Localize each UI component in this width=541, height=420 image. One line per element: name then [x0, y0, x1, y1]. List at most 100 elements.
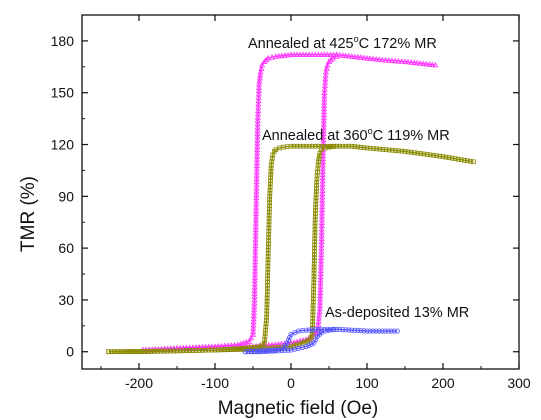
data-point-square	[434, 153, 439, 159]
data-point-square	[312, 217, 318, 223]
data-point-square	[190, 348, 196, 353]
data-point-circle	[367, 328, 373, 334]
data-point-triangle	[373, 55, 380, 62]
data-point-triangle	[253, 184, 260, 191]
data-point-square	[184, 348, 189, 353]
data-point-square	[265, 260, 271, 266]
data-point-triangle	[312, 51, 319, 58]
axes: -200 -100 0 100 200 300 0 30 60 90 120 150 180	[51, 14, 531, 391]
data-point-square	[312, 248, 317, 254]
data-point-square	[206, 347, 211, 353]
data-point-square	[297, 143, 303, 149]
data-point-triangle	[297, 51, 304, 58]
series-label-text: As-deposited 13% MR	[325, 305, 469, 321]
data-point-triangle	[253, 168, 260, 175]
data-point-square	[234, 347, 240, 352]
data-point-triangle	[278, 340, 285, 347]
data-point-square	[337, 143, 342, 149]
data-point-triangle	[254, 146, 261, 152]
data-point-triangle	[255, 84, 263, 90]
data-point-square	[311, 283, 317, 289]
data-point-square	[418, 151, 424, 156]
data-point-square	[446, 155, 452, 160]
data-point-square	[405, 149, 411, 155]
data-point-square	[264, 292, 270, 298]
data-point-square	[158, 348, 164, 354]
x-tick-label: 100	[355, 375, 379, 391]
data-point-triangle	[432, 61, 439, 68]
data-point-square	[316, 159, 321, 165]
data-point-square	[268, 166, 274, 171]
data-point-triangle	[248, 334, 255, 341]
data-point-triangle	[327, 51, 334, 58]
data-point-square	[203, 347, 208, 353]
data-point-circle	[337, 326, 343, 333]
data-point-triangle	[250, 328, 257, 334]
data-point-square	[309, 143, 315, 149]
data-point-circle	[285, 337, 292, 343]
data-point-square	[266, 244, 271, 250]
data-point-triangle	[316, 305, 323, 311]
data-point-triangle	[251, 293, 258, 300]
data-point-circle	[379, 328, 385, 334]
data-point-triangle	[318, 225, 325, 232]
data-point-triangle	[342, 52, 349, 59]
data-point-triangle	[254, 140, 261, 146]
data-point-triangle	[316, 302, 324, 308]
data-point-triangle	[253, 162, 260, 168]
data-point-square	[380, 147, 386, 152]
data-point-triangle	[254, 114, 261, 120]
x-tick-label: -100	[201, 375, 229, 391]
data-point-square	[443, 154, 449, 160]
data-point-square	[310, 309, 316, 315]
data-point-square	[225, 347, 230, 353]
data-point-triangle	[252, 251, 259, 258]
data-point-triangle	[252, 248, 259, 255]
data-point-triangle	[256, 74, 263, 81]
data-point-square	[171, 348, 177, 354]
data-point-square	[311, 296, 316, 302]
data-point-square	[386, 147, 392, 153]
data-point-square	[266, 225, 272, 231]
data-point-square	[282, 344, 287, 350]
data-point-triangle	[265, 341, 272, 348]
data-point-square	[314, 186, 319, 191]
data-point-triangle	[265, 54, 272, 61]
data-point-square	[316, 156, 322, 162]
data-point-square	[266, 235, 271, 240]
data-point-square	[437, 153, 443, 159]
data-point-triangle	[251, 271, 259, 277]
data-point-circle	[273, 348, 279, 354]
data-point-square	[312, 226, 318, 232]
data-point-square	[228, 347, 234, 352]
data-point-square	[317, 153, 322, 159]
data-point-circle	[385, 328, 391, 334]
data-point-square	[174, 348, 180, 354]
data-point-square	[313, 204, 318, 210]
data-point-square	[231, 347, 237, 352]
data-point-triangle	[251, 274, 258, 280]
data-point-triangle	[177, 344, 184, 351]
data-point-square	[396, 148, 401, 154]
y-tick-label: 60	[58, 240, 74, 256]
data-point-triangle	[366, 55, 374, 61]
data-point-triangle	[252, 255, 259, 261]
data-point-circle	[358, 328, 364, 334]
data-point-triangle	[252, 235, 259, 242]
data-point-square	[262, 340, 267, 346]
data-point-triangle	[246, 338, 253, 344]
data-point-square	[265, 247, 271, 253]
series-circle	[242, 326, 400, 355]
data-point-square	[264, 305, 270, 310]
data-point-triangle	[321, 95, 328, 102]
data-point-square	[267, 197, 272, 202]
data-point-circle	[264, 348, 270, 354]
data-point-square	[312, 242, 317, 248]
data-point-square	[168, 348, 173, 354]
data-point-square	[288, 143, 294, 149]
data-point-triangle	[321, 92, 328, 99]
data-point-square	[222, 347, 227, 353]
data-point-triangle	[253, 191, 260, 197]
data-point-square	[266, 241, 271, 247]
